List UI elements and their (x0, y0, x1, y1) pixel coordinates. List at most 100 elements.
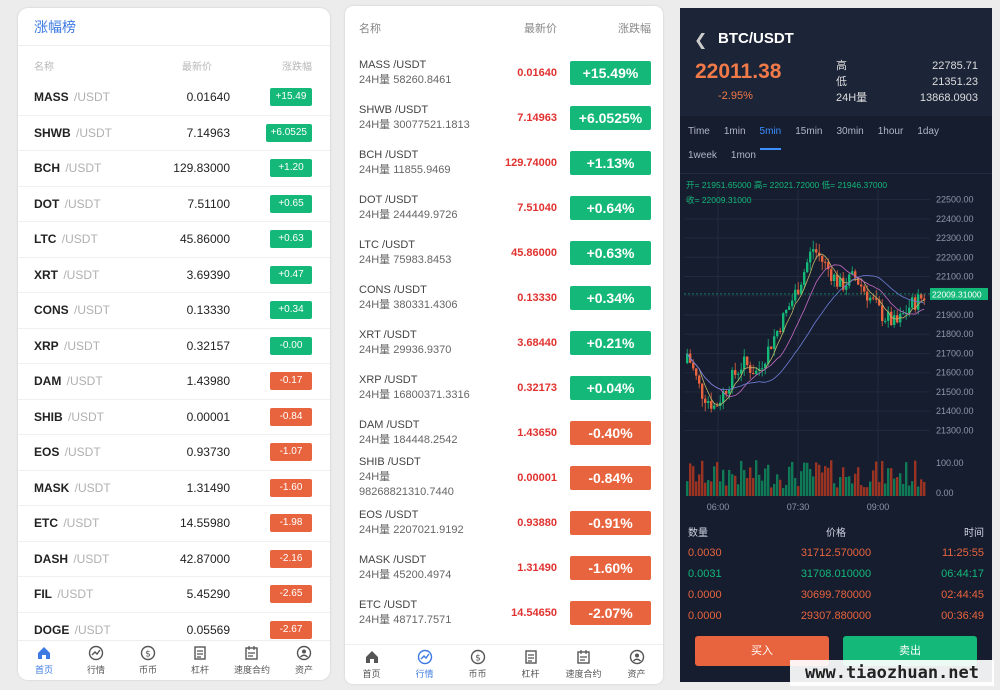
gainer-row[interactable]: SHIB /USDT 0.00001 -0.84 (18, 400, 330, 435)
market-row[interactable]: DOT /USDT 24H量 244449.9726 7.51040 +0.64% (345, 185, 663, 230)
timeframe-time[interactable]: Time (688, 126, 710, 137)
market-row[interactable]: XRT /USDT 24H量 29936.9370 3.68440 +0.21% (345, 320, 663, 365)
timeframe-1day[interactable]: 1day (917, 126, 939, 137)
tab-asset[interactable]: 资产 (610, 645, 663, 684)
market-row[interactable]: EOS /USDT 24H量 2207021.9192 0.93880 -0.91% (345, 500, 663, 545)
timeframe-30min[interactable]: 30min (836, 126, 864, 137)
market-row[interactable]: MASS /USDT 24H量 58260.8461 0.01640 +15.49% (345, 50, 663, 95)
x-tick-label: 09:00 (867, 502, 890, 512)
pair-info: DOT /USDT 24H量 244449.9726 (359, 193, 477, 223)
candle-body (884, 320, 887, 322)
bottom-tabbar: 首页 行情 $ 币币 杠杆 速度合约 资产 (345, 644, 663, 684)
change-badge: -1.60% (570, 555, 651, 580)
market-row[interactable]: ETC /USDT 24H量 48717.7571 14.54650 -2.07% (345, 590, 663, 635)
candle-body (776, 330, 779, 337)
pair-base: DASH (34, 551, 69, 566)
gainer-row[interactable]: DOGE /USDT 0.05569 -2.67 (18, 613, 330, 648)
y-tick-label: 21500.00 (936, 387, 974, 397)
market-row[interactable]: LTC /USDT 24H量 75983.8453 45.86000 +0.63% (345, 230, 663, 275)
gainer-row[interactable]: ETC /USDT 14.55980 -1.98 (18, 506, 330, 542)
timeframe-15min[interactable]: 15min (795, 126, 823, 137)
tab-market[interactable]: 行情 (398, 645, 451, 684)
back-icon[interactable]: ❮ (694, 32, 708, 49)
pair-price: 1.43650 (517, 426, 557, 439)
gainer-row[interactable]: XRP /USDT 0.32157 -0.00 (18, 329, 330, 364)
tab-asset[interactable]: 资产 (278, 641, 330, 680)
candle-body (839, 277, 842, 287)
change-badge: -0.00 (270, 336, 312, 355)
trade-qty: 0.0031 (688, 567, 722, 580)
pair-price: 1.43980 (186, 374, 230, 389)
gainer-row[interactable]: DASH /USDT 42.87000 -2.16 (18, 542, 330, 577)
tab-coin[interactable]: $ 币币 (122, 641, 174, 680)
market-row[interactable]: BCH /USDT 24H量 11855.9469 129.74000 +1.13% (345, 140, 663, 185)
gainer-row[interactable]: LTC /USDT 45.86000 +0.63 (18, 222, 330, 258)
pair-base: BCH (34, 161, 60, 176)
y-tick-label: 22100.00 (936, 272, 974, 282)
candle-body (845, 285, 848, 290)
tab-contract[interactable]: 速度合约 (557, 645, 610, 684)
timeframe-1mon[interactable]: 1mon (730, 150, 756, 161)
volume-bar (800, 471, 803, 496)
gainer-row[interactable]: DAM /USDT 1.43980 -0.17 (18, 364, 330, 400)
volume-bar (716, 462, 719, 496)
tab-home[interactable]: 首页 (18, 641, 70, 680)
market-row[interactable]: XRP /USDT 24H量 16800371.3316 0.32173 +0.04% (345, 365, 663, 410)
candle-body (779, 330, 782, 333)
market-row[interactable]: DAM /USDT 24H量 184448.2542 1.43650 -0.40% (345, 410, 663, 455)
gainer-row[interactable]: MASS /USDT 0.01640 +15.49 (18, 80, 330, 116)
market-row[interactable]: MASK /USDT 24H量 45200.4974 1.31490 -1.60% (345, 545, 663, 590)
tab-leverage[interactable]: 杠杆 (174, 641, 226, 680)
volume-bar (734, 475, 737, 496)
gainers-title: 涨幅榜 (18, 8, 330, 46)
timeframe-1hour[interactable]: 1hour (877, 126, 904, 137)
tab-market[interactable]: 行情 (70, 641, 122, 680)
trade-price: 31708.010000 (800, 567, 872, 580)
pair-name: ETC /USDT (34, 516, 130, 530)
pair-price: 3.69390 (186, 267, 230, 282)
timeframe-1min[interactable]: 1min (723, 126, 746, 137)
gainer-row[interactable]: SHWB /USDT 7.14963 +6.0525 (18, 116, 330, 151)
pair-base: XRT (34, 267, 58, 282)
candle-body (686, 353, 689, 364)
gainer-row[interactable]: MASK /USDT 1.31490 -1.60 (18, 471, 330, 506)
pair-base: CONS (34, 303, 69, 318)
trade-time: 02:44:45 (941, 588, 984, 601)
candle-body (857, 277, 860, 285)
tab-label: 币币 (138, 665, 157, 675)
pair-base: SHIB (34, 409, 63, 424)
y-tick-label: 22200.00 (936, 252, 974, 262)
candle-body (887, 311, 890, 321)
pair-price: 0.93730 (186, 445, 230, 460)
pair-price: 1.31490 (517, 561, 557, 574)
pair-quote: /USDT (58, 232, 98, 247)
tab-home[interactable]: 首页 (345, 645, 398, 684)
gainer-row[interactable]: XRT /USDT 3.69390 +0.47 (18, 258, 330, 293)
timeframe-1week[interactable]: 1week (688, 150, 717, 161)
pair-info: BCH /USDT 24H量 11855.9469 (359, 148, 477, 178)
pair-name: SHIB /USDT (34, 410, 130, 424)
gainer-row[interactable]: BCH /USDT 129.83000 +1.20 (18, 151, 330, 187)
tab-contract[interactable]: 速度合约 (226, 641, 278, 680)
candle-body (842, 277, 845, 290)
tab-label: 币币 (468, 669, 487, 679)
tab-leverage[interactable]: 杠杆 (504, 645, 557, 684)
gainer-row[interactable]: DOT /USDT 7.51100 +0.65 (18, 187, 330, 222)
market-row[interactable]: SHIB /USDT 24H量 98268821310.7440 0.00001 -0… (345, 455, 663, 500)
market-row[interactable]: CONS /USDT 24H量 380331.4306 0.13330 +0.34% (345, 275, 663, 320)
volume-bar (806, 462, 809, 496)
gainer-row[interactable]: EOS /USDT 0.93730 -1.07 (18, 435, 330, 471)
pair-info: DAM /USDT 24H量 184448.2542 (359, 418, 477, 448)
pair-price: 7.51100 (187, 196, 231, 211)
pair-quote: /USDT (63, 374, 103, 389)
market-row[interactable]: SHWB /USDT 24H量 30077521.1813 7.14963 +6.05… (345, 95, 663, 140)
gainer-row[interactable]: FIL /USDT 5.45290 -2.65 (18, 577, 330, 613)
volume-bar (794, 477, 797, 496)
candle-body (875, 298, 878, 300)
pair-volume: 24H量 244449.9726 (359, 208, 458, 221)
candle-body (710, 401, 713, 409)
timeframe-5min[interactable]: 5min (759, 126, 782, 150)
tab-coin[interactable]: $ 币币 (451, 645, 504, 684)
gainer-row[interactable]: CONS /USDT 0.13330 +0.34 (18, 293, 330, 329)
volume-bar (845, 476, 848, 496)
